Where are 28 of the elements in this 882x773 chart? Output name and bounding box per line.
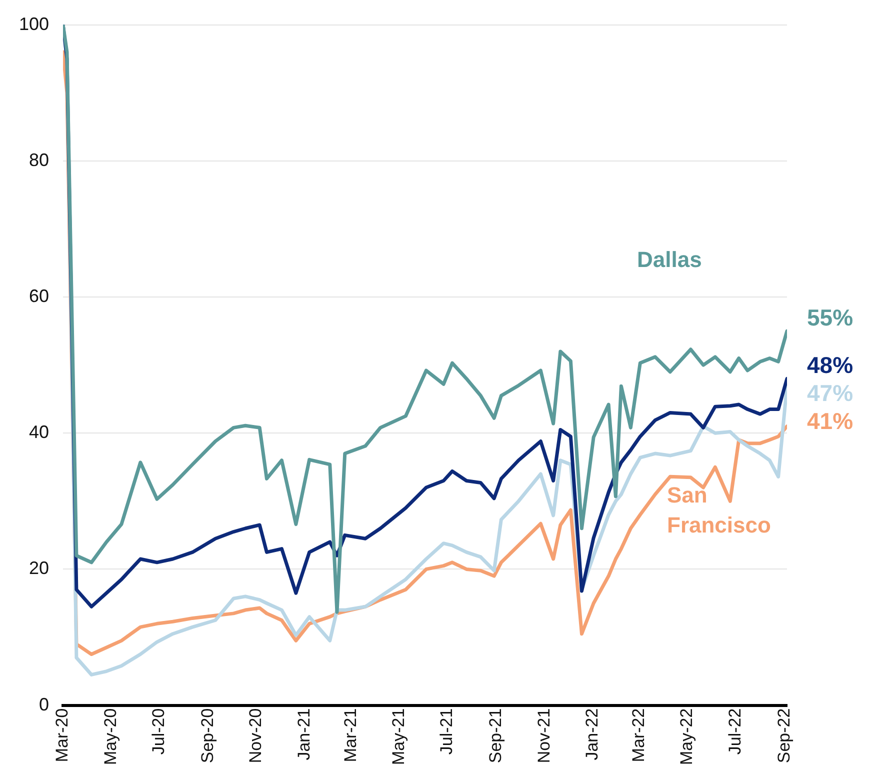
x-tick-label: Sep-21 xyxy=(486,708,506,764)
x-tick-label: May-22 xyxy=(677,708,696,765)
x-tick-label: Mar-22 xyxy=(629,708,648,762)
x-tick-label: Jan-22 xyxy=(582,708,602,760)
data-label: 47% xyxy=(807,380,854,406)
data-label: 48% xyxy=(807,352,854,378)
data-label: 55% xyxy=(807,304,854,330)
x-tick-label: Jul-20 xyxy=(149,708,168,755)
text: Dallas xyxy=(637,247,702,272)
data-label: 41% xyxy=(807,408,854,434)
x-tick-label: May-20 xyxy=(100,708,120,765)
y-tick-label: 0 xyxy=(39,694,50,714)
x-tick-label: Mar-21 xyxy=(340,708,360,762)
y-tick-label: 20 xyxy=(29,558,50,578)
x-tick-label: Jul-22 xyxy=(725,708,744,755)
x-tick-label: Jul-21 xyxy=(437,708,456,755)
y-tick-label: 80 xyxy=(29,150,50,170)
x-tick-label: Nov-20 xyxy=(246,708,266,764)
x-tick-label: Jan-21 xyxy=(294,708,314,760)
y-tick-label: 60 xyxy=(29,286,50,306)
x-tick-label: Sep-22 xyxy=(774,708,794,764)
y-tick-label: 40 xyxy=(29,422,50,442)
y-tick-label: 100 xyxy=(18,14,50,34)
x-tick-label: May-21 xyxy=(389,708,408,765)
x-tick-label: Sep-20 xyxy=(198,708,217,764)
x-tick-label: Nov-21 xyxy=(534,708,554,764)
x-tick-label: Mar-20 xyxy=(52,708,72,762)
series-label: San Francisco xyxy=(667,482,771,538)
